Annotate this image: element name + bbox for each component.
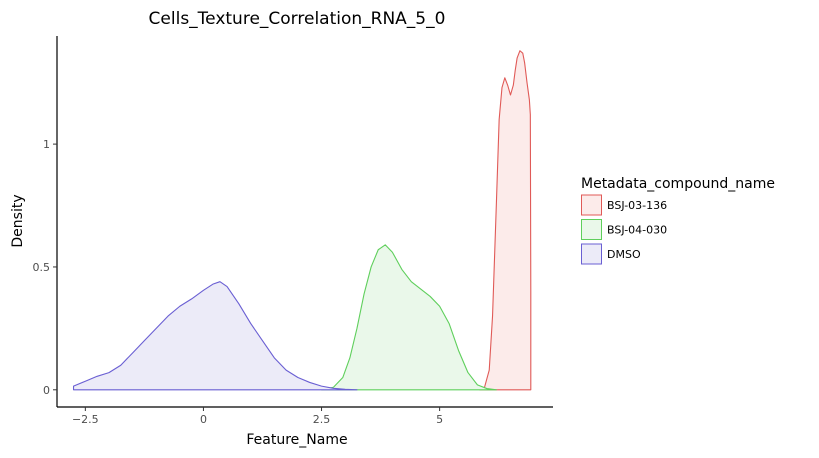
legend-swatch-dmso (581, 243, 602, 265)
legend-title: Metadata_compound_name (581, 176, 775, 192)
legend-label-bsj-04-030: BSJ-04-030 (607, 224, 667, 237)
legend-label-dmso: DMSO (607, 248, 641, 261)
series-layer (72, 50, 532, 391)
y-tick-label: 0.5 (33, 261, 51, 274)
x-axis-title: Feature_Name (246, 432, 347, 448)
x-tick-label: 2.5 (313, 413, 331, 426)
legend-label-bsj-03-136: BSJ-03-136 (607, 199, 667, 212)
y-axis-title: Density (10, 194, 26, 247)
x-ticks: −2.5 0 2.5 5 (72, 407, 443, 426)
density-area-bsj-03-136 (479, 50, 532, 391)
chart-title: Cells_Texture_Correlation_RNA_5_0 (149, 9, 446, 29)
y-ticks: 00.51 (33, 138, 57, 397)
y-tick-label: 1 (43, 138, 50, 151)
legend-swatch-bsj-04-030 (581, 219, 602, 240)
x-tick-label: −2.5 (72, 413, 99, 426)
x-tick-label: 0 (200, 413, 207, 426)
legend: Metadata_compound_name BSJ-03-136 BSJ-04-… (581, 176, 775, 265)
density-area-bsj-04-030 (320, 244, 497, 391)
density-area-dmso (72, 281, 358, 391)
legend-swatch-bsj-03-136 (581, 194, 602, 216)
legend-items: BSJ-03-136 BSJ-04-030 DMSO (581, 194, 667, 265)
x-tick-label: 5 (436, 413, 443, 426)
y-tick-label: 0 (43, 384, 50, 397)
